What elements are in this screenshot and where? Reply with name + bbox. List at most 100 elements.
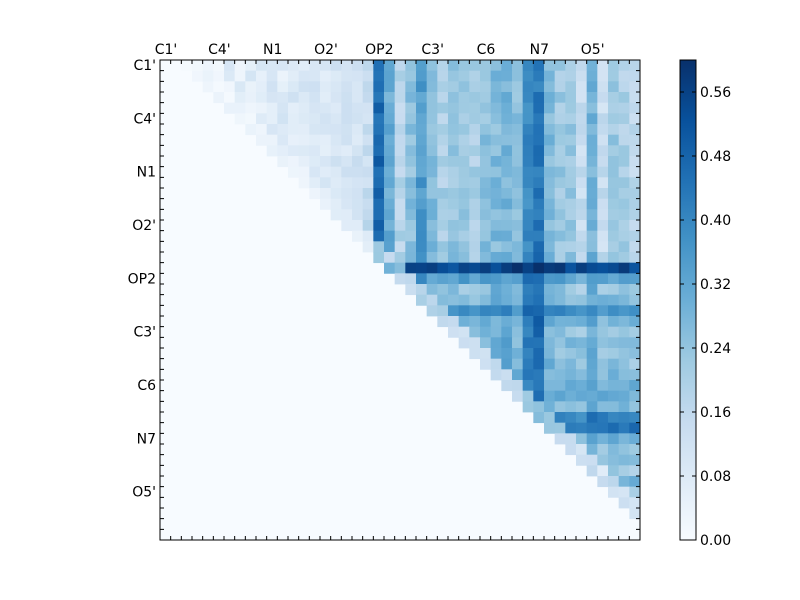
heatmap-cell <box>490 60 502 72</box>
heatmap-cell <box>565 124 577 136</box>
heatmap-cell <box>234 81 246 93</box>
heatmap-cell <box>618 102 630 114</box>
heatmap-cell <box>554 422 566 434</box>
heatmap-cell <box>277 145 289 157</box>
heatmap-cell <box>586 262 598 274</box>
heatmap-cell <box>597 92 609 104</box>
heatmap-cell <box>405 92 417 104</box>
heatmap-cell <box>629 166 641 178</box>
heatmap-cell <box>554 305 566 317</box>
heatmap-cell <box>576 188 588 200</box>
heatmap-cell <box>480 177 492 189</box>
heatmap-cell <box>426 70 438 82</box>
heatmap-cell <box>576 316 588 328</box>
heatmap-cell <box>298 145 310 157</box>
heatmap-cell <box>277 81 289 93</box>
heatmap-cell <box>458 326 470 338</box>
heatmap-cell <box>565 316 577 328</box>
heatmap-cell <box>618 380 630 392</box>
heatmap-cell <box>266 81 278 93</box>
heatmap-cell <box>597 60 609 72</box>
heatmap-cell <box>320 166 332 178</box>
heatmap-cell <box>458 230 470 242</box>
heatmap-cell <box>608 422 620 434</box>
heatmap-cell <box>416 156 428 168</box>
heatmap-cell <box>437 252 449 264</box>
heatmap-cell <box>629 262 641 274</box>
heatmap-cell <box>586 92 598 104</box>
heatmap-cell <box>448 326 460 338</box>
heatmap-cell <box>597 166 609 178</box>
heatmap-cell <box>544 102 556 114</box>
heatmap-cell <box>426 220 438 232</box>
heatmap-cell <box>576 305 588 317</box>
heatmap-cell <box>512 209 524 221</box>
heatmap-cell <box>618 390 630 402</box>
heatmap-cell <box>597 369 609 381</box>
heatmap-cell <box>586 241 598 253</box>
heatmap-cell <box>469 220 481 232</box>
heatmap-cell <box>618 412 630 424</box>
heatmap-cell <box>373 230 385 242</box>
heatmap-cell <box>426 113 438 125</box>
heatmap-cell <box>501 134 513 146</box>
heatmap-cell <box>426 273 438 285</box>
heatmap-cell <box>522 92 534 104</box>
heatmap-cell <box>565 305 577 317</box>
heatmap-cell <box>533 166 545 178</box>
heatmap-cell <box>618 166 630 178</box>
heatmap-cell <box>330 156 342 168</box>
heatmap-cell <box>565 113 577 125</box>
heatmap-cell <box>448 316 460 328</box>
heatmap-cell <box>618 348 630 360</box>
heatmap-cell <box>608 166 620 178</box>
heatmap-cell <box>512 60 524 72</box>
heatmap-cell <box>448 102 460 114</box>
heatmap-cell <box>522 337 534 349</box>
heatmap-cell <box>629 294 641 306</box>
heatmap-cell <box>362 70 374 82</box>
heatmap-cell <box>586 113 598 125</box>
heatmap-cell <box>565 326 577 338</box>
heatmap-cell <box>490 348 502 360</box>
heatmap-cell <box>288 60 300 72</box>
heatmap-cell <box>394 113 406 125</box>
heatmap-cell <box>405 60 417 72</box>
heatmap-cell <box>533 348 545 360</box>
heatmap-cell <box>288 92 300 104</box>
heatmap-cell <box>533 81 545 93</box>
heatmap-cell <box>565 401 577 413</box>
heatmap-cell <box>234 60 246 72</box>
heatmap-cell <box>533 358 545 370</box>
heatmap-cell <box>512 81 524 93</box>
heatmap-cell <box>533 124 545 136</box>
heatmap-cell <box>608 412 620 424</box>
heatmap-cell <box>373 102 385 114</box>
heatmap-cell <box>362 198 374 210</box>
heatmap-cell <box>373 220 385 232</box>
heatmap-cell <box>437 70 449 82</box>
heatmap-cell <box>458 70 470 82</box>
heatmap-cell <box>629 177 641 189</box>
heatmap-cell <box>469 60 481 72</box>
heatmap-cell <box>288 81 300 93</box>
heatmap-cell <box>608 348 620 360</box>
heatmap-cell <box>362 156 374 168</box>
heatmap-cell <box>544 177 556 189</box>
heatmap-cell <box>522 209 534 221</box>
heatmap-cell <box>448 70 460 82</box>
heatmap-cell <box>544 380 556 392</box>
heatmap-cell <box>554 369 566 381</box>
heatmap-cell <box>480 198 492 210</box>
heatmap-cell <box>618 326 630 338</box>
heatmap-cell <box>618 134 630 146</box>
heatmap-cell <box>490 316 502 328</box>
heatmap-cell <box>629 209 641 221</box>
heatmap-cell <box>213 92 225 104</box>
heatmap-cell <box>586 177 598 189</box>
heatmap-cell <box>330 92 342 104</box>
heatmap-cell <box>384 92 396 104</box>
heatmap-cell <box>501 273 513 285</box>
heatmap-cell <box>480 60 492 72</box>
heatmap-cell <box>298 70 310 82</box>
